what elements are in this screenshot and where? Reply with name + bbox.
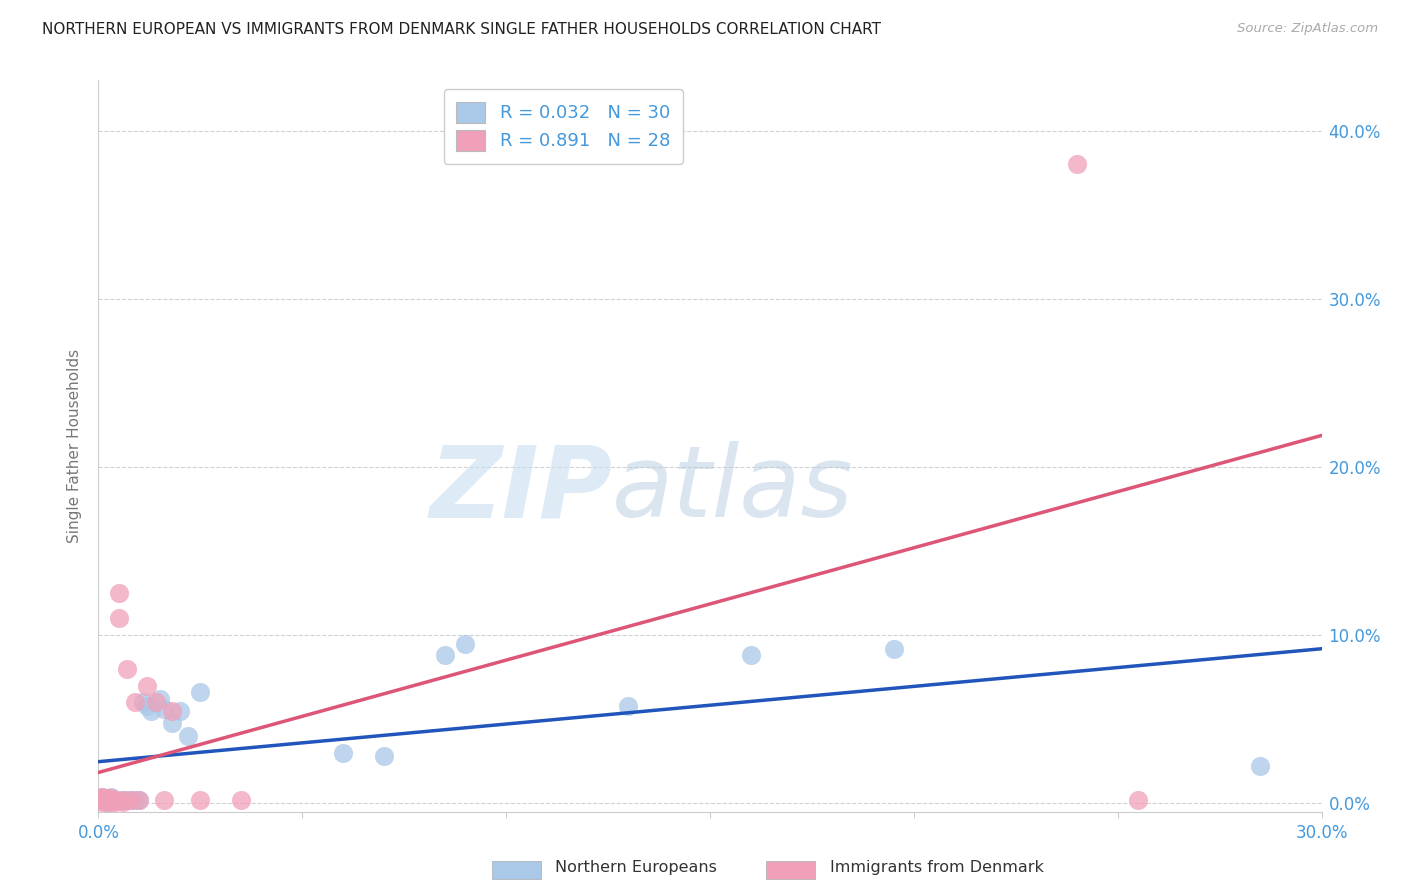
Point [454,636,477,650]
Point [91,791,114,805]
Point [883,641,905,656]
Point [100,793,122,807]
Point [128,793,150,807]
Y-axis label: Single Father Households: Single Father Households [67,349,83,543]
Legend: R = 0.032   N = 30, R = 0.891   N = 28: R = 0.032 N = 30, R = 0.891 N = 28 [444,89,683,163]
Point [120,793,142,807]
Point [120,793,142,807]
Text: atlas: atlas [612,442,853,539]
Point [136,679,159,693]
Point [124,695,146,709]
Point [108,611,131,625]
Point [111,795,134,809]
Point [152,793,174,807]
Point [231,793,253,807]
Point [740,648,762,663]
Point [132,695,155,709]
Point [91,793,114,807]
Point [160,715,183,730]
Point [100,789,122,804]
Point [108,793,131,807]
Point [100,793,122,807]
Point [145,695,167,709]
Point [152,702,174,716]
Point [160,704,183,718]
Point [188,685,212,699]
Point [124,793,146,807]
Point [115,662,138,676]
Point [100,795,122,809]
Text: NORTHERN EUROPEAN VS IMMIGRANTS FROM DENMARK SINGLE FATHER HOUSEHOLDS CORRELATIO: NORTHERN EUROPEAN VS IMMIGRANTS FROM DEN… [42,22,882,37]
Point [1249,759,1271,773]
Point [91,789,114,804]
Point [141,704,163,718]
Point [111,793,134,807]
Point [100,791,122,805]
Text: Source: ZipAtlas.com: Source: ZipAtlas.com [1237,22,1378,36]
Point [91,793,114,807]
Point [617,698,640,713]
Point [108,586,131,600]
Point [96,795,118,809]
Point [96,795,118,809]
Point [104,793,127,807]
Point [96,791,118,805]
Point [434,648,457,663]
Text: ZIP: ZIP [429,442,612,539]
Point [91,789,114,804]
Point [104,793,127,807]
Point [177,729,200,743]
Point [1128,793,1150,807]
Point [104,795,127,809]
Point [149,692,172,706]
Point [1066,157,1088,171]
Point [115,793,138,807]
Point [136,698,159,713]
Point [373,749,395,764]
Point [111,793,134,807]
Point [128,793,150,807]
Text: Northern Europeans: Northern Europeans [555,860,717,874]
Point [169,704,191,718]
Point [332,746,354,760]
Point [96,791,118,805]
Text: Immigrants from Denmark: Immigrants from Denmark [830,860,1043,874]
Point [96,793,118,807]
Point [188,793,212,807]
Point [91,795,114,809]
